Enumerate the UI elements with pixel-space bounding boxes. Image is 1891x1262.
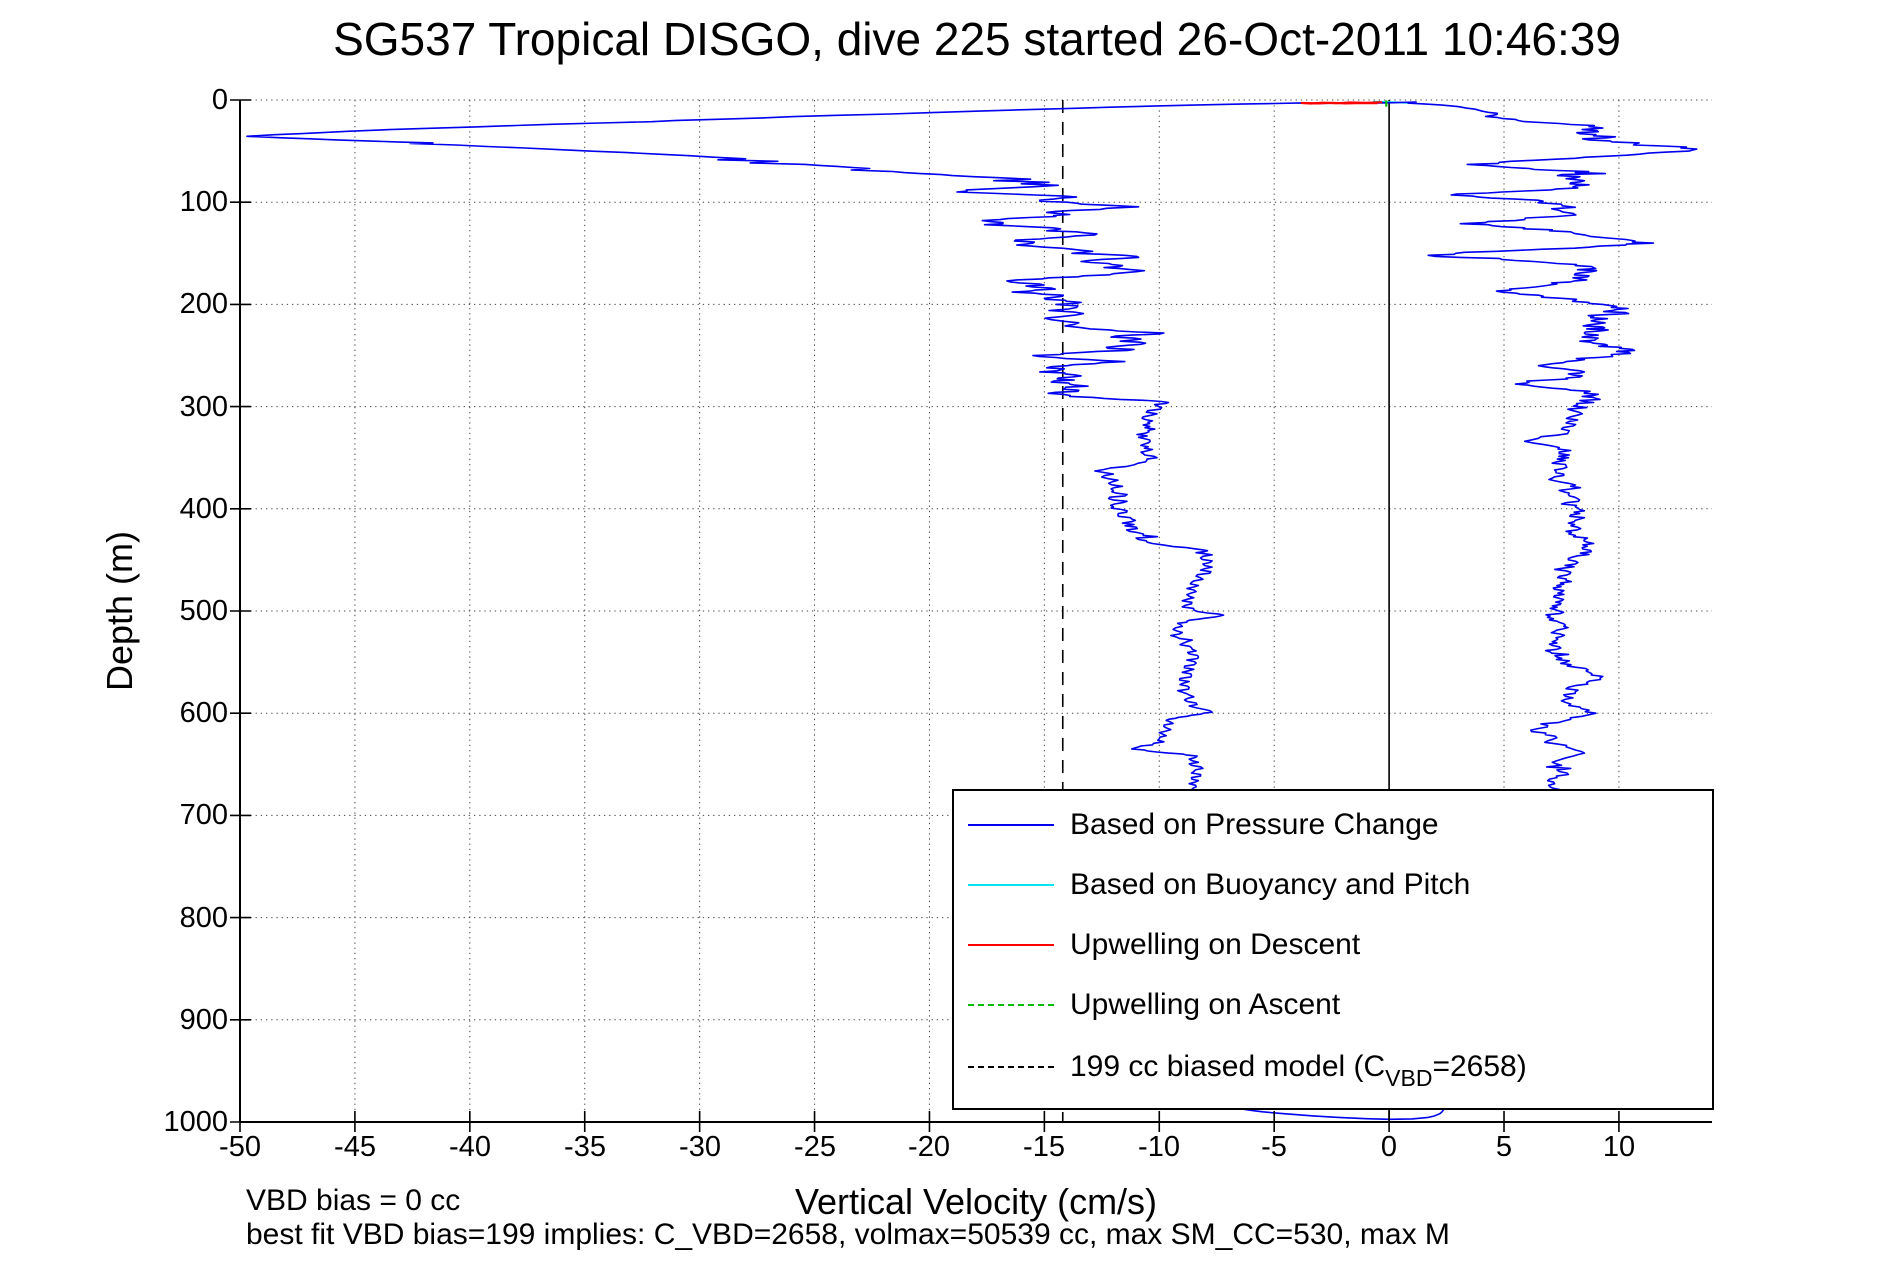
series-descent-pressure xyxy=(246,101,1417,794)
legend-item: Based on Pressure Change xyxy=(968,808,1439,842)
x-tick-label: -40 xyxy=(449,1131,491,1163)
y-tick-label: 500 xyxy=(179,595,228,627)
y-tick-label: 400 xyxy=(179,493,228,525)
x-tick-label: -45 xyxy=(334,1131,376,1163)
legend-label: Based on Buoyancy and Pitch xyxy=(1070,868,1471,901)
legend-line-sample xyxy=(968,1004,1054,1006)
x-tick-label: -35 xyxy=(564,1131,606,1163)
x-tick-label: 5 xyxy=(1495,1131,1513,1163)
x-tick-label: -20 xyxy=(908,1131,950,1163)
series-ascent-pressure xyxy=(1407,102,1698,792)
y-tick-label: 1000 xyxy=(163,1106,228,1138)
vbd-bias-note: VBD bias = 0 cc xyxy=(246,1184,461,1217)
legend-label: Upwelling on Descent xyxy=(1070,928,1361,961)
legend: Based on Pressure Change Based on Buoyanc… xyxy=(952,789,1714,1110)
x-tick-label: -5 xyxy=(1261,1131,1287,1163)
y-tick-label: 300 xyxy=(179,391,228,423)
legend-line-sample xyxy=(968,884,1054,886)
legend-label: Upwelling on Ascent xyxy=(1070,988,1341,1021)
legend-item: Based on Buoyancy and Pitch xyxy=(968,868,1470,902)
legend-line-sample xyxy=(968,944,1054,946)
chart-title: SG537 Tropical DISGO, dive 225 started 2… xyxy=(333,13,1621,65)
x-tick-label: -15 xyxy=(1023,1131,1065,1163)
y-tick-label: 700 xyxy=(179,799,228,831)
legend-label: Based on Pressure Change xyxy=(1070,808,1439,841)
x-tick-label: -25 xyxy=(794,1131,836,1163)
y-tick-label: 100 xyxy=(179,186,228,218)
legend-label: 199 cc biased model (CVBD=2658) xyxy=(1070,1050,1527,1091)
y-tick-label: 800 xyxy=(179,902,228,934)
legend-item: Upwelling on Ascent xyxy=(968,988,1340,1022)
legend-line-sample xyxy=(968,824,1054,826)
x-tick-label: -10 xyxy=(1138,1131,1180,1163)
best-fit-note: best fit VBD bias=199 implies: C_VBD=265… xyxy=(246,1218,1450,1251)
y-tick-label: 600 xyxy=(179,697,228,729)
series-upwelling-descent xyxy=(1300,101,1383,105)
legend-line-sample xyxy=(968,1066,1054,1068)
legend-label-subscript: VBD xyxy=(1385,1065,1433,1091)
x-tick-label: 0 xyxy=(1380,1131,1398,1163)
y-tick-label: 0 xyxy=(211,84,228,116)
x-axis-label: Vertical Velocity (cm/s) xyxy=(794,1181,1158,1222)
y-axis-label: Depth (m) xyxy=(99,530,140,692)
x-tick-label: -30 xyxy=(679,1131,721,1163)
y-tick-label: 900 xyxy=(179,1004,228,1036)
legend-item: 199 cc biased model (CVBD=2658) xyxy=(968,1050,1527,1091)
x-tick-label: 10 xyxy=(1602,1131,1636,1163)
y-tick-label: 200 xyxy=(179,288,228,320)
x-tick-label: -50 xyxy=(219,1131,261,1163)
legend-item: Upwelling on Descent xyxy=(968,928,1360,962)
